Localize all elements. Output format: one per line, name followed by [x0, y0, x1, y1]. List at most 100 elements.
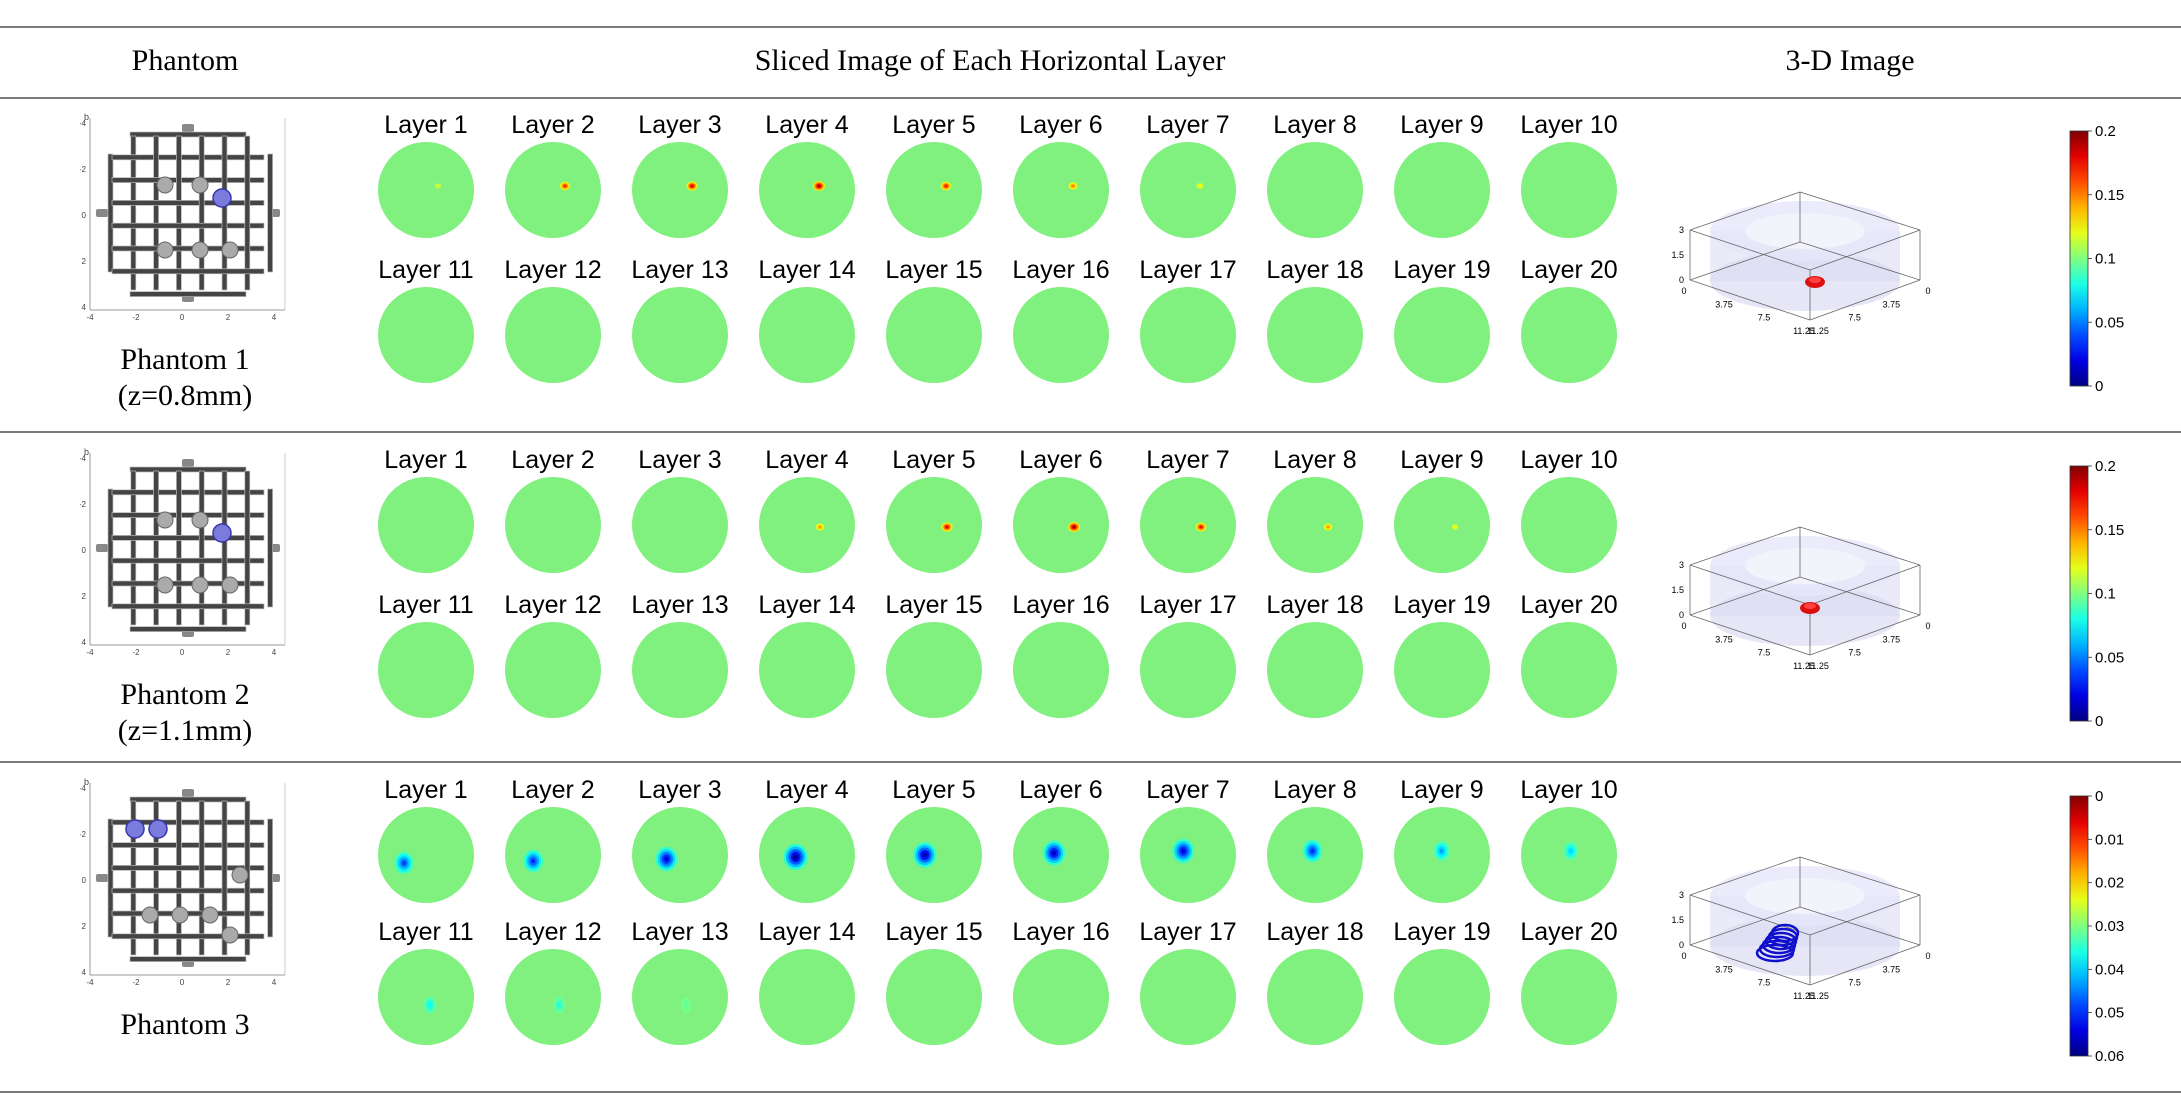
layer-cell: Layer 6	[995, 110, 1127, 240]
colorbar-tick: 0.04	[2095, 961, 2124, 978]
layer-cell: Layer 20	[1503, 917, 1635, 1047]
layer-label: Layer 1	[384, 446, 468, 474]
layer-label: Layer 16	[1012, 256, 1110, 284]
layer-label: Layer 13	[631, 591, 729, 619]
layer-slice-image	[1013, 142, 1109, 238]
layer-label: Layer 3	[638, 446, 722, 474]
layer-slice-image	[886, 949, 982, 1045]
y-axis-tick: 11.25	[1807, 326, 1829, 336]
layer-label: Layer 16	[1012, 918, 1110, 946]
layer-label: Layer 8	[1273, 446, 1357, 474]
layer-cell: Layer 2	[487, 445, 619, 575]
y-axis-tick: 11.25	[1807, 661, 1829, 671]
phantom-x-tick: 0	[180, 648, 185, 657]
table-header-rule	[0, 97, 2181, 99]
three-d-plot: 3 1.5 0 0 3.75 7.5 11.25 0 3.75 7.5 11.25	[1660, 170, 1960, 365]
layer-cell: Layer 5	[868, 445, 1000, 575]
y-axis-tick: 0	[1925, 286, 1930, 296]
layer-slice-image	[1267, 287, 1363, 383]
z-axis-tick: 1.5	[1671, 585, 1684, 595]
layer-cell: Layer 16	[995, 255, 1127, 385]
phantom-x-tick: 0	[180, 313, 185, 322]
phantom-y-tick: -2	[80, 830, 87, 839]
layer-slice-image	[759, 142, 855, 238]
layer-label: Layer 2	[511, 111, 595, 139]
layer-cell: Layer 2	[487, 110, 619, 240]
header-3d-image: 3-D Image	[1785, 44, 1915, 77]
y-axis-tick: 7.5	[1848, 313, 1861, 323]
layer-cell: Layer 8	[1249, 775, 1381, 905]
phantom-y-tick: 0	[82, 876, 87, 885]
layer-cell: Layer 11	[360, 255, 492, 385]
table-bottom-rule	[0, 1091, 2181, 1093]
phantom-x-tick: -4	[86, 313, 94, 322]
phantom-y-tick: 4	[82, 638, 87, 647]
layer-slice-image	[505, 807, 601, 903]
layer-label: Layer 19	[1393, 591, 1491, 619]
z-axis-tick: 1.5	[1671, 250, 1684, 260]
layer-label: Layer 2	[511, 776, 595, 804]
layer-slice-image	[632, 477, 728, 573]
colorbar-tick: 0.02	[2095, 875, 2124, 892]
layer-slice-image	[632, 949, 728, 1045]
layer-slice-image	[1267, 142, 1363, 238]
phantom-y-tick: -4	[80, 119, 87, 128]
phantom-y-tick: -2	[80, 500, 87, 509]
phantom-x-tick: 2	[226, 978, 231, 987]
layer-slice-image	[1140, 287, 1236, 383]
phantom-name: Phantom 2	[120, 678, 250, 711]
layer-label: Layer 17	[1139, 256, 1237, 284]
phantom-x-tick: 2	[226, 648, 231, 657]
layer-cell: Layer 9	[1376, 445, 1508, 575]
layer-label: Layer 3	[638, 111, 722, 139]
layer-slice-image	[378, 287, 474, 383]
phantom-y-tick: 2	[82, 922, 87, 931]
y-axis-tick: 7.5	[1848, 648, 1861, 658]
layer-cell: Layer 1	[360, 110, 492, 240]
table-top-rule	[0, 26, 2181, 28]
layer-slice-image	[1521, 477, 1617, 573]
layer-label: Layer 6	[1019, 111, 1103, 139]
three-d-plot: 3 1.5 0 0 3.75 7.5 11.25 0 3.75 7.5 11.25	[1660, 835, 1960, 1030]
colorbar-tick: 0	[2095, 713, 2103, 730]
layer-label: Layer 15	[885, 591, 983, 619]
colorbar: 0 0.01 0.02 0.03 0.04 0.05 0.06	[2068, 788, 2148, 1075]
layer-cell: Layer 9	[1376, 110, 1508, 240]
layer-label: Layer 11	[378, 918, 474, 946]
layer-slice-image	[378, 622, 474, 718]
layer-label: Layer 4	[765, 446, 849, 474]
layer-label: Layer 12	[504, 256, 602, 284]
layer-slice-image	[759, 622, 855, 718]
z-axis-tick: 3	[1679, 225, 1684, 235]
layer-cell: Layer 14	[741, 917, 873, 1047]
layer-slice-image	[1013, 949, 1109, 1045]
colorbar-tick: 0	[2095, 378, 2103, 395]
phantom-y-tick: 0	[82, 211, 87, 220]
phantom-y-tick: -2	[80, 165, 87, 174]
x-axis-tick: 11.25	[1793, 326, 1815, 336]
phantom-depth: (z=0.8mm)	[117, 379, 253, 412]
layer-slice-image	[632, 287, 728, 383]
colorbar: 0.2 0.15 0.1 0.05 0	[2068, 123, 2148, 405]
layer-cell: Layer 16	[995, 590, 1127, 720]
colorbar-tick: 0.05	[2095, 1005, 2124, 1022]
layer-slice-image	[1013, 807, 1109, 903]
layer-cell: Layer 17	[1122, 255, 1254, 385]
layer-cell: Layer 4	[741, 775, 873, 905]
layer-slice-image	[886, 142, 982, 238]
layer-slice-image	[759, 807, 855, 903]
layer-slice-image	[378, 142, 474, 238]
colorbar-svg: 0.2 0.15 0.1 0.05 0	[2069, 123, 2124, 395]
layer-cell: Layer 17	[1122, 590, 1254, 720]
layer-label: Layer 11	[378, 256, 474, 284]
layer-slice-image	[1521, 142, 1617, 238]
layer-label: Layer 5	[892, 776, 976, 804]
x-axis-tick: 3.75	[1715, 634, 1733, 644]
layer-label: Layer 11	[378, 591, 474, 619]
layer-cell: Layer 16	[995, 917, 1127, 1047]
y-axis-tick: 0	[1925, 951, 1930, 961]
